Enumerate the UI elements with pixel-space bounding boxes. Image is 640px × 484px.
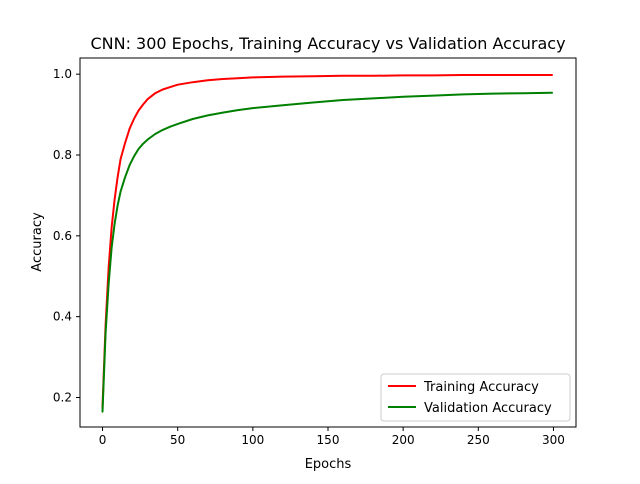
chart-title: CNN: 300 Epochs, Training Accuracy vs Va… xyxy=(90,34,565,53)
x-axis-label: Epochs xyxy=(305,457,352,472)
x-tick-label: 150 xyxy=(317,433,340,447)
y-tick-label: 0.4 xyxy=(53,310,72,324)
plot-background xyxy=(80,58,576,427)
y-tick-label: 0.6 xyxy=(53,229,72,243)
y-tick-label: 0.8 xyxy=(53,148,72,162)
legend: Training Accuracy Validation Accuracy xyxy=(380,373,571,422)
x-tick-label: 300 xyxy=(542,433,565,447)
x-tick-label: 0 xyxy=(99,433,107,447)
series-line-validation-accuracy xyxy=(101,91,553,413)
y-tick-label: 0.2 xyxy=(53,390,72,404)
x-tick-label: 100 xyxy=(241,433,264,447)
legend-label-training: Training Accuracy xyxy=(423,380,539,395)
legend-box xyxy=(380,373,571,422)
y-tick-label: 1.0 xyxy=(53,67,72,81)
x-tick-label: 50 xyxy=(170,433,185,447)
x-tick-label: 200 xyxy=(392,433,415,447)
legend-label-validation: Validation Accuracy xyxy=(424,401,552,416)
x-tick-label: 250 xyxy=(467,433,490,447)
tick-layer: 0 50 100 150 200 250 300 0.2 0.4 0.6 0.8 1.0 xyxy=(53,67,565,447)
y-axis-label: Accuracy xyxy=(30,212,45,272)
series-layer xyxy=(101,74,553,413)
plot-frame xyxy=(79,57,577,428)
series-line-training-accuracy xyxy=(101,74,553,409)
